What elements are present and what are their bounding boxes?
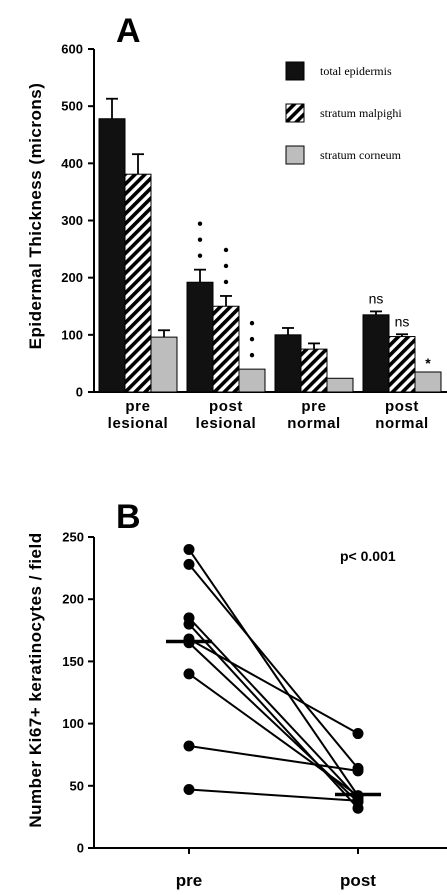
bar-stratum-malpighi [300,348,328,393]
panel-b: B Number Ki67+ keratinocytes / field 0 50… [26,498,447,890]
significance-dot [223,263,229,269]
panel-b-p-value: p< 0.001 [340,548,396,564]
significance-ns: ns [369,290,384,306]
panel-a-category-label: post [385,398,419,415]
bar-stratum-malpighi [388,336,416,393]
panel-b-category-label: post [340,871,376,890]
panel-b-points [183,543,364,814]
panel-a-y-axis-label: Epidermal Thickness (microns) [26,83,45,350]
legend-swatch [285,61,305,81]
bar-stratum-malpighi [124,173,152,393]
panel-a-category-label: pre [125,398,150,415]
panel-a-y-tick-label: 300 [61,213,83,228]
panel-a: A Epidermal Thickness (microns) 0 100 200 3… [26,12,447,432]
bar-stratum-corneum [326,377,354,393]
paired-line [188,673,359,797]
bar-stratum-malpighi [212,305,240,393]
point-pre [183,740,195,752]
significance-dot [223,279,229,285]
panel-b-axes: 0 50 100 150 200 250 [62,530,447,856]
significance-dot [249,336,255,342]
point-pre [183,784,195,796]
point-post [352,795,364,807]
panel-a-legend: total epidermis stratum malpighi stratum c… [285,61,402,165]
panel-a-category-label: lesional [108,415,169,432]
panel-a-category-label: lesional [196,415,257,432]
paired-line [188,788,359,802]
significance-dot [223,247,229,253]
significance-dot [197,221,203,226]
panel-b-letter: B [116,498,141,536]
point-pre [183,543,195,555]
panel-b-y-tick-label: 0 [77,841,84,856]
point-pre [183,558,195,570]
panel-a-y-tick-label: 200 [61,270,83,285]
panel-b-category-labels: pre post [176,871,377,890]
panel-a-y-tick-label: 0 [76,385,83,400]
panel-a-category-label: pre [301,398,326,415]
point-post [352,765,364,777]
panel-b-medians [166,639,381,797]
bar-stratum-corneum [150,336,178,393]
legend-label: stratum malpighi [320,106,402,120]
legend-label: stratum corneum [320,148,402,162]
bar-total-epidermis [186,281,214,393]
paired-line [188,638,359,735]
panel-a-y-tick-label: 400 [61,156,83,171]
panel-b-y-tick-label: 150 [62,654,84,669]
panel-a-category-labels: prelesionalpostlesionalprenormalpostnorm… [108,398,429,432]
significance-dot [249,352,255,358]
legend-swatch [285,145,305,165]
bar-stratum-corneum [238,368,266,393]
point-pre [183,668,195,680]
point-post [352,728,364,740]
significance-dot [197,253,203,258]
panel-a-letter: A [116,12,141,50]
panel-a-y-tick-label: 600 [61,42,83,57]
panel-b-category-label: pre [176,871,202,890]
panel-b-y-tick-label: 50 [70,778,84,793]
panel-a-y-tick-label: 100 [61,327,83,342]
panel-b-y-axis-label: Number Ki67+ keratinocytes / field [26,532,45,827]
panel-b-paired-lines [188,548,359,809]
bar-total-epidermis [98,118,126,393]
panel-b-y-tick-label: 100 [62,716,84,731]
bar-total-epidermis [362,314,390,393]
legend-label: total epidermis [320,64,392,78]
panel-a-category-label: normal [375,415,429,432]
panel-a-bars [98,97,442,393]
bar-stratum-corneum [414,371,442,393]
panel-a-category-label: normal [287,415,341,432]
panel-a-category-label: post [209,398,243,415]
bar-total-epidermis [274,334,302,393]
paired-line [188,617,359,799]
paired-line [188,563,359,770]
significance-ns: ns [395,313,410,329]
significance-dot [249,320,255,326]
legend-swatch [285,103,305,123]
paired-line [188,745,359,772]
panel-b-y-tick-label: 250 [62,530,84,545]
panel-b-y-tick-label: 200 [62,592,84,607]
panel-a-y-tick-label: 500 [61,99,83,114]
paired-line [188,623,359,809]
point-pre [183,618,195,630]
significance-star: * [425,355,431,371]
significance-dot [197,237,203,242]
paired-line [188,548,359,797]
